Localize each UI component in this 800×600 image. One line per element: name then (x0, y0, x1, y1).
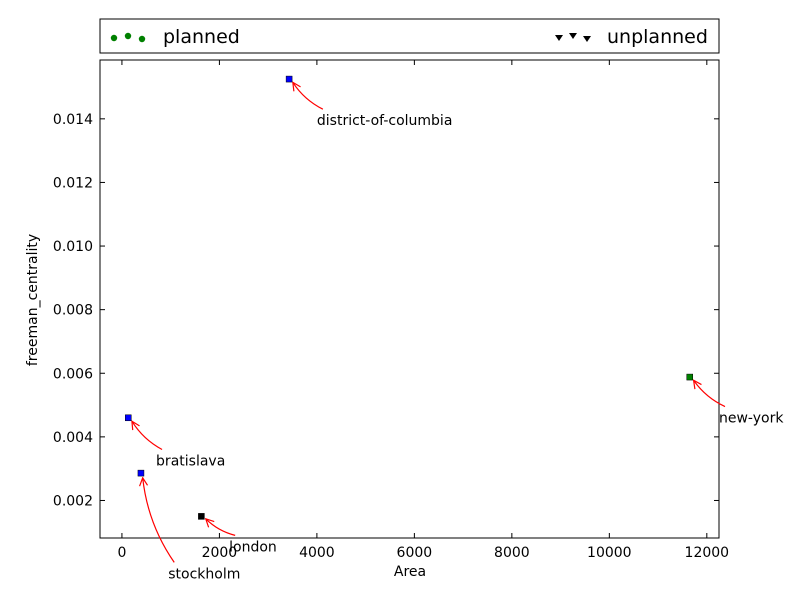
y-tick-label: 0.002 (53, 493, 93, 509)
x-tick-label: 8000 (494, 545, 530, 561)
annotation-arrow (132, 421, 163, 451)
data-point (285, 75, 293, 83)
annotation-arrow (293, 82, 324, 110)
annotation-label: stockholm (168, 566, 240, 582)
y-tick-label: 0.006 (53, 366, 93, 382)
x-tick-label: 12000 (685, 545, 730, 561)
y-axis-ticks: 0.002 0.004 0.006 0.008 0.010 0.012 0.014 (53, 112, 719, 509)
annotation-label: bratislava (156, 453, 225, 469)
y-axis-label: freeman_centrality (25, 234, 41, 366)
y-tick-label: 0.004 (53, 430, 93, 446)
x-axis-label: Area (394, 564, 426, 580)
x-tick-label: 4000 (299, 545, 335, 561)
data-point (198, 513, 205, 520)
x-tick-label: 0 (117, 545, 126, 561)
legend: planned unplanned (99, 18, 720, 54)
data-points (125, 75, 694, 520)
legend-label-unplanned: unplanned (607, 26, 708, 48)
data-point (125, 414, 132, 422)
y-tick-label: 0.010 (53, 239, 93, 255)
annotation-arrow (206, 519, 236, 536)
annotations: district-of-columbia new-york bratislava st… (132, 82, 784, 582)
annotation-label: london (229, 539, 277, 555)
annotation-arrow (694, 380, 726, 408)
legend-marker-planned (110, 32, 146, 43)
x-tick-label: 10000 (587, 545, 632, 561)
legend-label-planned: planned (163, 26, 240, 48)
annotation-label: district-of-columbia (317, 113, 453, 129)
legend-marker-unplanned (555, 33, 591, 42)
y-tick-label: 0.008 (53, 303, 93, 319)
x-tick-label: 6000 (397, 545, 433, 561)
plot-area (99, 59, 720, 539)
data-point (686, 373, 694, 381)
x-tick-label: 2000 (202, 545, 238, 561)
annotation-arrow (143, 478, 175, 563)
x-axis-ticks: 0 2000 4000 6000 8000 10000 12000 (117, 60, 729, 561)
data-point (137, 469, 145, 477)
annotation-label: new-york (719, 411, 784, 427)
y-tick-label: 0.012 (53, 175, 93, 191)
y-tick-label: 0.014 (53, 112, 93, 128)
legend-frame (99, 18, 720, 54)
